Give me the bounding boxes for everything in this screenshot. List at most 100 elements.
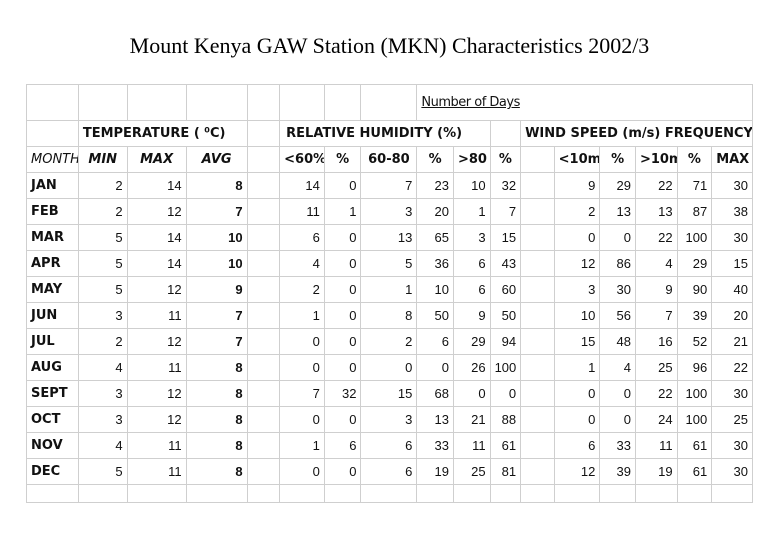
cell-rh-lt60-pct: 0 bbox=[323, 406, 362, 433]
cell-ws-gt10-pct: 39 bbox=[676, 302, 713, 329]
cell-rh-60-80-pct: 50 bbox=[416, 302, 454, 329]
cell-rh-60-80: 2 bbox=[360, 328, 418, 355]
cell-month: MAY bbox=[26, 276, 79, 303]
cell-rh-gt80-pct: 7 bbox=[489, 198, 522, 225]
empty-cell bbox=[520, 354, 555, 381]
cell-ws-gt10-pct: 52 bbox=[676, 328, 713, 355]
cell-ws-lt10-pct: 0 bbox=[599, 380, 636, 407]
cell-avg: 7 bbox=[185, 302, 248, 329]
cell-ws-gt10-pct: 100 bbox=[676, 380, 713, 407]
header-ws-gt10: >10m/s bbox=[634, 146, 678, 173]
cell-rh-60-80-pct: 23 bbox=[416, 172, 454, 199]
cell-rh-lt60: 1 bbox=[279, 302, 325, 329]
cell-ws-lt10-pct: 4 bbox=[599, 354, 636, 381]
empty-cell bbox=[520, 432, 555, 459]
cell-ws-max: 30 bbox=[711, 380, 753, 407]
table-title-row: Number of Days bbox=[26, 84, 753, 121]
empty-cell bbox=[520, 380, 555, 407]
cell-ws-lt10: 10 bbox=[553, 302, 601, 329]
cell-avg: 8 bbox=[185, 172, 248, 199]
cell-min: 5 bbox=[77, 458, 128, 485]
cell-ws-gt10: 7 bbox=[634, 302, 678, 329]
cell-rh-gt80: 0 bbox=[452, 380, 491, 407]
table-row: FEB 2 12 7 11 1 3 20 1 7 2 13 13 87 38 bbox=[26, 198, 753, 225]
cell-ws-lt10: 3 bbox=[553, 276, 601, 303]
cell-min: 3 bbox=[77, 302, 128, 329]
empty-cell bbox=[246, 406, 281, 433]
cell-rh-lt60-pct: 32 bbox=[323, 380, 362, 407]
cell-month: JUN bbox=[26, 302, 79, 329]
cell-ws-lt10: 1 bbox=[553, 354, 601, 381]
cell-rh-lt60-pct: 0 bbox=[323, 354, 362, 381]
cell-rh-lt60-pct: 0 bbox=[323, 224, 362, 251]
empty-cell bbox=[520, 250, 555, 277]
cell-rh-gt80: 11 bbox=[452, 432, 491, 459]
cell-rh-lt60: 14 bbox=[279, 172, 325, 199]
cell-rh-gt80-pct: 32 bbox=[489, 172, 522, 199]
cell-month: DEC bbox=[26, 458, 79, 485]
cell-ws-gt10: 24 bbox=[634, 406, 678, 433]
table-title: Number of Days bbox=[416, 84, 753, 121]
cell-rh-60-80: 15 bbox=[360, 380, 418, 407]
cell-rh-lt60-pct: 0 bbox=[323, 276, 362, 303]
cell-rh-lt60: 7 bbox=[279, 380, 325, 407]
spacer-row bbox=[26, 484, 753, 503]
cell-rh-60-80-pct: 36 bbox=[416, 250, 454, 277]
cell-rh-gt80: 6 bbox=[452, 276, 491, 303]
cell-ws-max: 38 bbox=[711, 198, 753, 225]
cell-ws-max: 30 bbox=[711, 172, 753, 199]
cell-rh-gt80-pct: 88 bbox=[489, 406, 522, 433]
cell-ws-gt10-pct: 96 bbox=[676, 354, 713, 381]
cell-min: 4 bbox=[77, 432, 128, 459]
cell-ws-gt10-pct: 90 bbox=[676, 276, 713, 303]
table-row: APR 5 14 10 4 0 5 36 6 43 12 86 4 29 15 bbox=[26, 250, 753, 277]
cell-ws-gt10-pct: 100 bbox=[676, 406, 713, 433]
cell-ws-lt10-pct: 0 bbox=[599, 224, 636, 251]
cell-month: OCT bbox=[26, 406, 79, 433]
cell-max: 12 bbox=[126, 380, 187, 407]
empty-cell bbox=[520, 224, 555, 251]
cell-rh-gt80: 3 bbox=[452, 224, 491, 251]
empty-cell bbox=[360, 484, 418, 503]
cell-rh-gt80: 21 bbox=[452, 406, 491, 433]
cell-ws-gt10-pct: 71 bbox=[676, 172, 713, 199]
empty-cell bbox=[246, 302, 281, 329]
table-row: DEC 5 11 8 0 0 6 19 25 81 12 39 19 61 30 bbox=[26, 458, 753, 485]
header-rh-60-80-pct: % bbox=[416, 146, 454, 173]
cell-rh-60-80-pct: 19 bbox=[416, 458, 454, 485]
cell-avg: 8 bbox=[185, 380, 248, 407]
cell-ws-lt10: 12 bbox=[553, 250, 601, 277]
cell-max: 12 bbox=[126, 328, 187, 355]
cell-max: 12 bbox=[126, 276, 187, 303]
cell-ws-lt10: 9 bbox=[553, 172, 601, 199]
cell-rh-lt60: 0 bbox=[279, 328, 325, 355]
cell-avg: 8 bbox=[185, 458, 248, 485]
cell-ws-gt10: 19 bbox=[634, 458, 678, 485]
cell-ws-max: 21 bbox=[711, 328, 753, 355]
cell-ws-gt10: 13 bbox=[634, 198, 678, 225]
cell-rh-60-80: 5 bbox=[360, 250, 418, 277]
cell-rh-60-80-pct: 20 bbox=[416, 198, 454, 225]
cell-month: JUL bbox=[26, 328, 79, 355]
cell-rh-gt80-pct: 94 bbox=[489, 328, 522, 355]
cell-avg: 10 bbox=[185, 224, 248, 251]
cell-rh-gt80-pct: 50 bbox=[489, 302, 522, 329]
header-min: MIN bbox=[77, 146, 128, 173]
table-row: MAY 5 12 9 2 0 1 10 6 60 3 30 9 90 40 bbox=[26, 276, 753, 303]
cell-ws-max: 15 bbox=[711, 250, 753, 277]
empty-cell bbox=[323, 484, 362, 503]
cell-ws-max: 30 bbox=[711, 432, 753, 459]
cell-rh-gt80: 25 bbox=[452, 458, 491, 485]
cell-max: 12 bbox=[126, 198, 187, 225]
empty-cell bbox=[246, 328, 281, 355]
empty-cell bbox=[520, 276, 555, 303]
cell-ws-max: 40 bbox=[711, 276, 753, 303]
cell-ws-lt10: 0 bbox=[553, 380, 601, 407]
empty-cell bbox=[416, 484, 454, 503]
cell-max: 14 bbox=[126, 172, 187, 199]
empty-cell bbox=[711, 484, 753, 503]
header-rh-gt80-pct: % bbox=[489, 146, 522, 173]
empty-cell bbox=[676, 484, 713, 503]
cell-rh-gt80-pct: 60 bbox=[489, 276, 522, 303]
cell-avg: 8 bbox=[185, 432, 248, 459]
